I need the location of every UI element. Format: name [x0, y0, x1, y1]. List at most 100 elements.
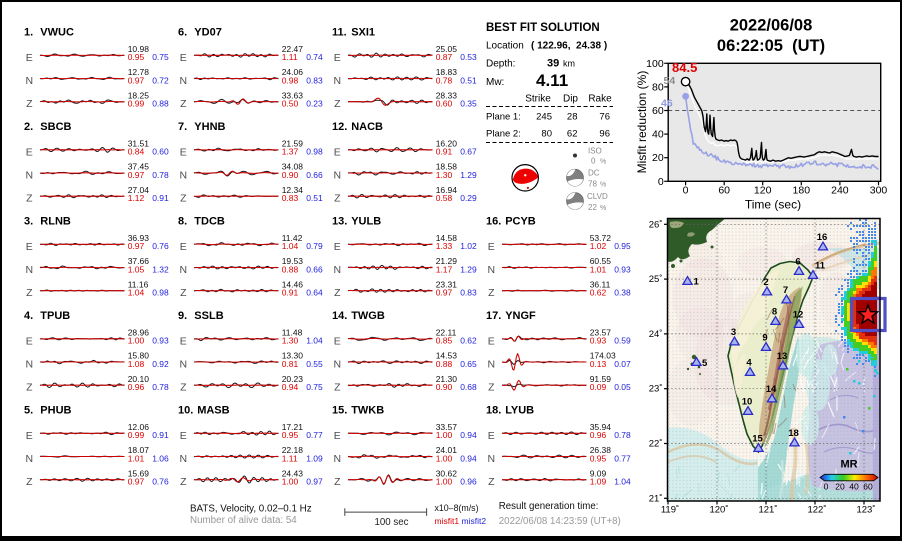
- svg-text:12.78: 12.78: [128, 67, 150, 77]
- svg-text:E: E: [26, 335, 33, 347]
- svg-text:0.81: 0.81: [282, 359, 299, 369]
- svg-text:0: 0: [683, 185, 689, 197]
- svg-text:0.84: 0.84: [128, 147, 145, 157]
- svg-text:SBCB: SBCB: [40, 121, 71, 133]
- svg-text:2022/06/08 14:23:59 (UT+8): 2022/06/08 14:23:59 (UT+8): [499, 516, 621, 527]
- svg-text:Z: Z: [488, 287, 495, 299]
- svg-text:16: 16: [817, 232, 828, 243]
- svg-text:12: 12: [793, 310, 804, 321]
- svg-text:10.: 10.: [178, 405, 193, 417]
- svg-text:20.23: 20.23: [282, 374, 304, 384]
- svg-text:3: 3: [731, 327, 736, 338]
- svg-text:N: N: [334, 264, 342, 276]
- svg-text:NACB: NACB: [351, 121, 383, 133]
- svg-text:0.65: 0.65: [460, 359, 477, 369]
- svg-text:1.08: 1.08: [128, 359, 145, 369]
- svg-text:23.57: 23.57: [590, 328, 612, 338]
- svg-text:17.21: 17.21: [282, 422, 304, 432]
- svg-text:7.: 7.: [178, 121, 187, 133]
- svg-text:36.93: 36.93: [128, 233, 150, 243]
- svg-text:0.98: 0.98: [152, 288, 169, 298]
- svg-text:26˚: 26˚: [649, 219, 663, 230]
- svg-text:21.30: 21.30: [436, 374, 458, 384]
- svg-text:15.80: 15.80: [128, 351, 150, 361]
- svg-text:1.04: 1.04: [614, 477, 631, 487]
- svg-text:N: N: [26, 75, 34, 87]
- svg-text:3.: 3.: [24, 216, 33, 228]
- svg-text:18.58: 18.58: [436, 162, 458, 172]
- svg-text:Number of alive data: 54: Number of alive data: 54: [190, 515, 297, 526]
- svg-text:0.72: 0.72: [152, 75, 169, 85]
- svg-text:Z: Z: [180, 382, 187, 394]
- svg-text:31.51: 31.51: [128, 139, 150, 149]
- svg-text:12.34: 12.34: [282, 185, 304, 195]
- svg-text:Rake: Rake: [588, 94, 612, 105]
- svg-text:1.02: 1.02: [460, 241, 477, 251]
- svg-text:N: N: [180, 264, 188, 276]
- svg-text:9.: 9.: [178, 310, 187, 322]
- svg-text:Z: Z: [26, 98, 33, 110]
- svg-text:9.09: 9.09: [590, 468, 607, 478]
- svg-text:0.68: 0.68: [460, 382, 477, 392]
- svg-text:1.01: 1.01: [590, 264, 607, 274]
- svg-text:0.78: 0.78: [614, 430, 631, 440]
- svg-text:0.91: 0.91: [282, 288, 299, 298]
- svg-text:24.43: 24.43: [282, 468, 304, 478]
- svg-text:misfit2: misfit2: [462, 516, 487, 526]
- svg-text:TWGB: TWGB: [351, 310, 385, 322]
- svg-text:0.77: 0.77: [614, 453, 631, 463]
- svg-text:15.: 15.: [332, 405, 347, 417]
- svg-text:N: N: [488, 264, 496, 276]
- svg-text:14.: 14.: [332, 310, 347, 322]
- svg-text:LYUB: LYUB: [505, 405, 534, 417]
- svg-text:24.06: 24.06: [282, 67, 304, 77]
- svg-text:1.04: 1.04: [306, 336, 323, 346]
- svg-text:6: 6: [795, 257, 800, 268]
- svg-text:96: 96: [599, 129, 610, 140]
- svg-text:N: N: [180, 453, 188, 465]
- svg-text:PHUB: PHUB: [40, 405, 71, 417]
- svg-text:N: N: [26, 453, 34, 465]
- svg-text:Z: Z: [334, 98, 341, 110]
- svg-text:YULB: YULB: [351, 216, 381, 228]
- svg-text:Time (sec): Time (sec): [745, 198, 801, 212]
- svg-text:0.51: 0.51: [306, 193, 323, 203]
- svg-text:Z: Z: [334, 476, 341, 488]
- svg-text:0.95: 0.95: [282, 430, 299, 440]
- svg-text:11.16: 11.16: [128, 279, 149, 289]
- svg-text:25.05: 25.05: [436, 44, 458, 54]
- svg-text:1.05: 1.05: [128, 264, 145, 274]
- svg-text:N: N: [26, 170, 34, 182]
- svg-text:123˚: 123˚: [856, 505, 875, 516]
- svg-text:0.93: 0.93: [152, 336, 169, 346]
- svg-text:DC: DC: [588, 169, 600, 178]
- svg-text:37.45: 37.45: [128, 162, 150, 172]
- svg-text:N: N: [26, 264, 34, 276]
- svg-text:0.97: 0.97: [128, 170, 145, 180]
- svg-text:0.83: 0.83: [306, 75, 323, 85]
- svg-text:1.00: 1.00: [282, 477, 299, 487]
- svg-text:0.88: 0.88: [282, 264, 299, 274]
- svg-text:Z: Z: [180, 98, 187, 110]
- svg-text:2: 2: [763, 277, 768, 288]
- svg-text:BEST FIT SOLUTION: BEST FIT SOLUTION: [486, 22, 600, 34]
- svg-text:Z: Z: [334, 193, 341, 205]
- svg-text:23.31: 23.31: [436, 279, 458, 289]
- svg-text:0.90: 0.90: [436, 382, 453, 392]
- svg-text:0.94: 0.94: [460, 453, 477, 463]
- svg-text:Mw:: Mw:: [486, 77, 504, 88]
- svg-text:0.51: 0.51: [460, 75, 477, 85]
- svg-text:km: km: [563, 59, 575, 69]
- svg-text:1.17: 1.17: [436, 264, 453, 274]
- svg-text:22.18: 22.18: [282, 445, 304, 455]
- svg-text:TWKB: TWKB: [351, 405, 384, 417]
- svg-text:0.55: 0.55: [306, 359, 323, 369]
- svg-text:0.85: 0.85: [436, 336, 453, 346]
- svg-text:0.96: 0.96: [590, 430, 607, 440]
- svg-text:N: N: [488, 359, 496, 371]
- svg-text:%: %: [600, 182, 606, 189]
- svg-text:E: E: [180, 430, 187, 442]
- svg-text:E: E: [180, 241, 187, 253]
- svg-text:0.78: 0.78: [152, 382, 169, 392]
- svg-text:21˚: 21˚: [649, 493, 663, 504]
